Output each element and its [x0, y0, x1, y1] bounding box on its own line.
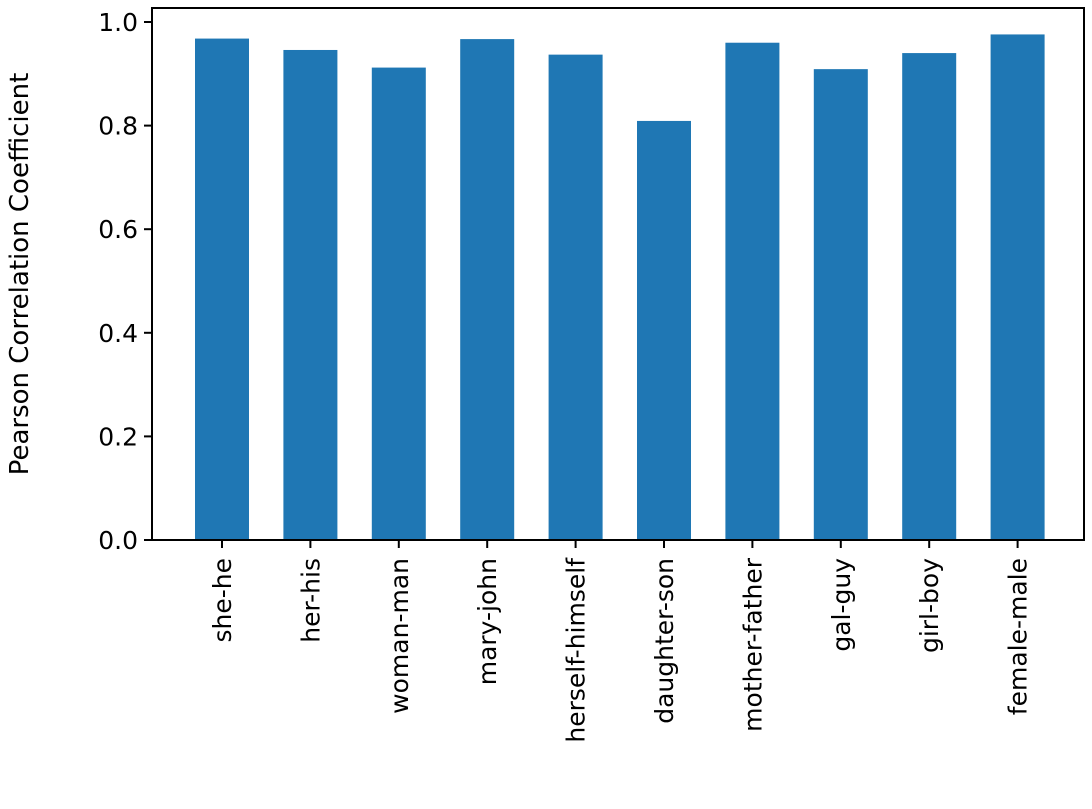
- x-tick-label: her-his: [296, 558, 325, 643]
- x-tick-label: woman-man: [385, 558, 414, 714]
- bar-mother-father: [725, 42, 780, 540]
- bar-her-his: [283, 49, 338, 541]
- x-tick-label: mother-father: [738, 557, 767, 732]
- bar-girl-boy: [902, 53, 957, 540]
- x-tick-label: girl-boy: [915, 558, 944, 653]
- bar-she-he: [195, 38, 249, 541]
- bar-daughter-son: [637, 120, 691, 541]
- y-tick-label: 0.4: [98, 319, 138, 348]
- y-tick-label: 0.2: [98, 422, 138, 451]
- y-tick-label: 0.8: [98, 112, 138, 141]
- bars-group: [195, 34, 1045, 541]
- bar-woman-man: [371, 67, 426, 541]
- bar-gal-guy: [813, 69, 868, 540]
- x-axis-ticks: she-he her-his woman-man mary-john herself-h…: [208, 540, 1033, 743]
- x-tick-label: she-he: [208, 558, 237, 643]
- x-tick-label: female-male: [1004, 558, 1033, 715]
- y-tick-label: 0.0: [98, 526, 138, 555]
- x-tick-label: mary-john: [473, 558, 502, 685]
- y-tick-label: 0.6: [98, 215, 138, 244]
- y-axis-label: Pearson Correlation Coefficient: [5, 73, 35, 476]
- y-axis-ticks: 0.0 0.2 0.4 0.6 0.8 1.0: [98, 8, 152, 555]
- bar-mary-john: [460, 39, 515, 541]
- bar-herself-himself: [548, 54, 603, 540]
- plot-frame: [151, 7, 1085, 541]
- bar-female-male: [990, 34, 1045, 540]
- x-tick-label: herself-himself: [562, 557, 591, 743]
- x-tick-label: daughter-son: [650, 558, 679, 724]
- x-tick-label: gal-guy: [827, 558, 856, 652]
- y-tick-label: 1.0: [98, 8, 138, 37]
